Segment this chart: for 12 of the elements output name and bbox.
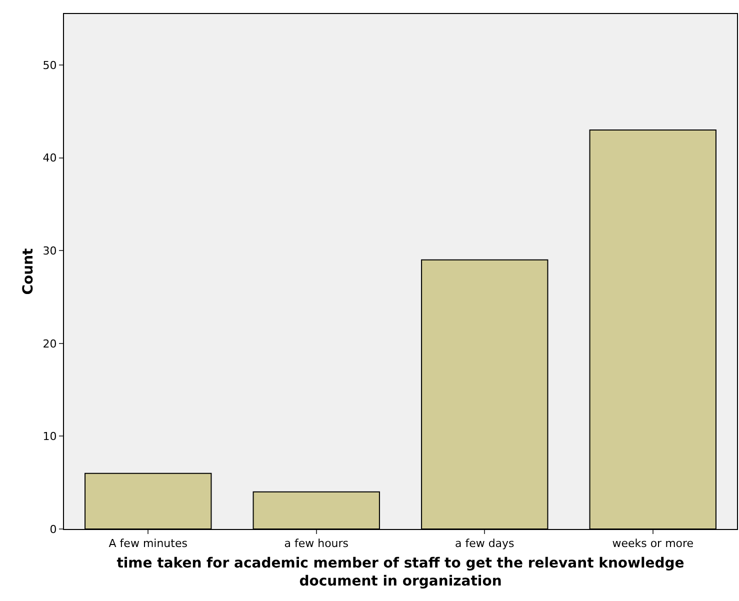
x-axis-title: time taken for academic member of staff to get the relevant knowledge document in organization: [116, 556, 684, 590]
x-tick-label: A few minutes: [108, 537, 188, 550]
x-tick-label: a few days: [454, 537, 515, 550]
y-tick-label: 40: [42, 152, 57, 165]
y-tick-label: 10: [42, 430, 57, 444]
y-axis-title: Count: [20, 248, 36, 295]
y-tick-label: 50: [42, 58, 57, 72]
x-tick-label: weeks or more: [612, 537, 694, 550]
x-tick-label: a few hours: [284, 537, 349, 550]
y-tick-label: 20: [42, 337, 57, 350]
y-tick-label: 0: [50, 522, 57, 536]
y-tick-label: 30: [42, 244, 57, 258]
